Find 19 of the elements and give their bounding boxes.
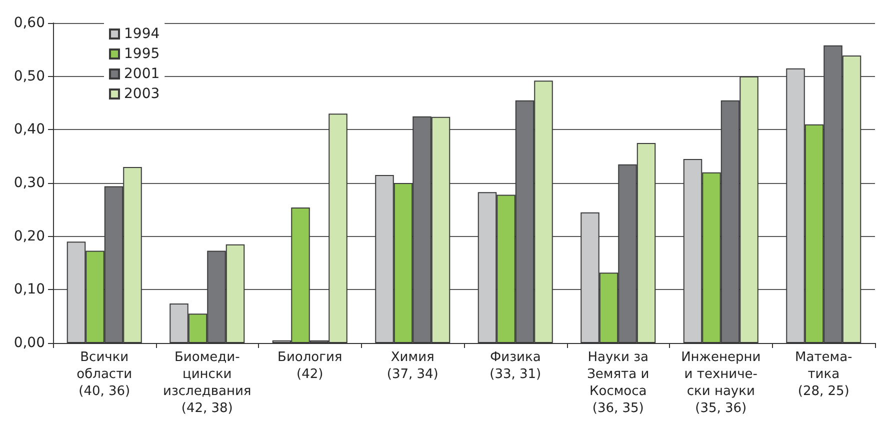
x-tick-label: Биомеди- цински изследвания (42, 38)	[163, 350, 252, 416]
x-tick-label: Биология (42)	[278, 350, 342, 382]
x-tick-label: Всички области (40, 36)	[76, 350, 132, 399]
legend-label: 1995	[124, 46, 160, 62]
y-tick-label: 0,50	[14, 68, 45, 84]
legend-label: 1994	[124, 26, 160, 42]
x-tick-label: Физика (33, 31)	[490, 350, 542, 382]
legend-label: 2001	[124, 66, 160, 82]
y-tick-label: 0,20	[14, 228, 45, 244]
x-tick-label: Науки за Земята и Космоса (36, 35)	[587, 350, 650, 416]
y-tick-label: 0,30	[14, 175, 45, 191]
y-tick-label: 0,10	[14, 282, 45, 298]
y-tick-label: 0,00	[14, 335, 45, 351]
x-tick-label: Инженерни и техниче- ски науки (35, 36)	[681, 350, 761, 416]
x-tick-label: Матема- тика (28, 25)	[795, 350, 853, 399]
y-tick-label: 0,60	[14, 15, 45, 31]
y-tick-label: 0,40	[14, 122, 45, 138]
x-tick-label: Химия (37, 34)	[386, 350, 438, 382]
legend-label: 2003	[124, 86, 160, 102]
